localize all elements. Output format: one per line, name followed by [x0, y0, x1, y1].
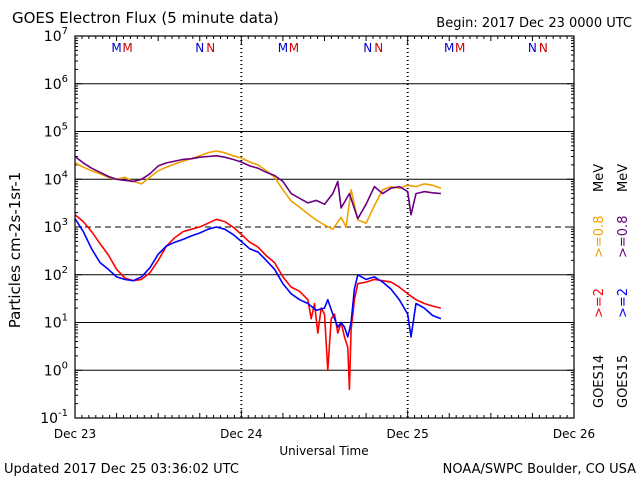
y-tick-label-exponent: 0 — [62, 360, 68, 371]
top-marker-label: N — [363, 41, 372, 55]
top-marker-label: N — [195, 41, 204, 55]
y-tick-label-exponent: 4 — [62, 169, 68, 180]
legend: GOES14 GOES15 >=2 >=2 >=0.8 >=0.8 MeV Me… — [592, 164, 631, 408]
y-tick-label-exponent: 3 — [62, 217, 68, 228]
series-line — [74, 155, 441, 220]
legend-goes15: GOES15 — [616, 355, 631, 408]
top-marker-label: M — [289, 41, 299, 55]
x-tick-label: Dec 23 — [54, 427, 96, 441]
legend-goes15-gt08-text: >=0.8 — [616, 216, 631, 258]
y-tick-label-exponent: 7 — [62, 26, 68, 37]
begin-time-label: Begin: 2017 Dec 23 0000 UTC — [436, 16, 632, 31]
y-tick-label-exponent: 1 — [62, 313, 68, 324]
y-axis-title: Particles cm-2s-1sr-1 — [6, 172, 24, 329]
legend-goes15-gt2-text: >=2 — [616, 288, 631, 318]
y-tick-label-base: 10 — [44, 268, 62, 284]
y-tick-label: 105 — [44, 122, 68, 141]
y-tick-label: 103 — [44, 217, 68, 236]
plot-frame — [74, 35, 575, 419]
y-tick-label-base: 10 — [44, 363, 62, 379]
top-marker-label: N — [206, 41, 215, 55]
y-tick-label: 106 — [44, 74, 68, 93]
y-tick-label-base: 10 — [44, 172, 62, 188]
top-marker-label: M — [111, 41, 121, 55]
x-tick-label: Dec 24 — [220, 427, 262, 441]
top-marker-label: N — [374, 41, 383, 55]
legend-unit-b: MeV — [616, 164, 631, 192]
y-tick-label-exponent: 5 — [62, 122, 68, 133]
legend-goes14-gt2-text: >=2 — [592, 288, 607, 318]
series-line — [74, 150, 442, 230]
y-tick-label: 101 — [44, 313, 68, 332]
top-marker-label: N — [539, 41, 548, 55]
y-tick-label: 107 — [44, 26, 68, 45]
y-tick-label: 100 — [44, 360, 68, 379]
y-tick-label-base: 10 — [44, 125, 62, 141]
top-marker-label: M — [278, 41, 288, 55]
y-tick-label-base: 10 — [44, 29, 62, 45]
x-tick-label: Dec 25 — [387, 427, 429, 441]
top-marker-label: M — [122, 41, 132, 55]
y-tick-label-exponent: -1 — [58, 408, 68, 419]
y-axis-title-text: Particles cm-2s-1sr-1 — [6, 172, 24, 329]
legend-goes14-gt08: >=0.8 — [592, 216, 607, 258]
legend-goes15-gt08: >=0.8 — [616, 216, 631, 258]
y-tick-label: 104 — [44, 169, 68, 188]
series-line — [74, 218, 442, 338]
chart-title: GOES Electron Flux (5 minute data) — [12, 9, 279, 27]
y-tick-label: 102 — [44, 265, 68, 284]
y-tick-label-base: 10 — [44, 77, 62, 93]
x-tick-label: Dec 26 — [553, 427, 595, 441]
series-line — [74, 214, 442, 391]
y-tick-label-exponent: 6 — [62, 74, 68, 85]
y-tick-label-exponent: 2 — [62, 265, 68, 276]
legend-goes14-gt2: >=2 — [592, 288, 607, 318]
legend-goes14-gt08-text: >=0.8 — [592, 216, 607, 258]
x-axis-title: Universal Time — [279, 444, 368, 458]
y-tick-label-base: 10 — [40, 411, 58, 427]
top-marker-label: M — [444, 41, 454, 55]
legend-goes15-gt2: >=2 — [616, 288, 631, 318]
y-tick-label: 10-1 — [40, 408, 68, 427]
source-label: NOAA/SWPC Boulder, CO USA — [443, 462, 636, 477]
updated-time-label: Updated 2017 Dec 25 03:36:02 UTC — [4, 462, 239, 477]
legend-unit-a: MeV — [592, 164, 607, 192]
top-marker-label: M — [455, 41, 465, 55]
y-tick-label-base: 10 — [44, 220, 62, 236]
legend-goes14: GOES14 — [592, 355, 607, 408]
y-tick-label-base: 10 — [44, 316, 62, 332]
top-marker-label: N — [528, 41, 537, 55]
